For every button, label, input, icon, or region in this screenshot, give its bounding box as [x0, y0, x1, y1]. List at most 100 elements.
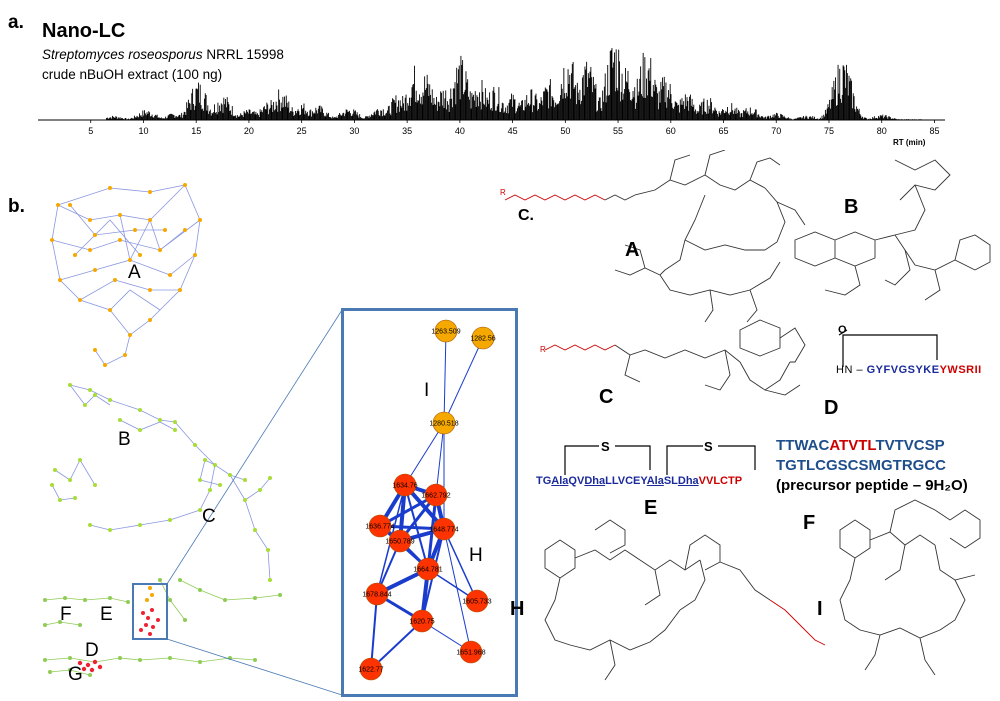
peptide-d-red: YWSRII — [939, 364, 982, 376]
network-node — [68, 383, 72, 387]
network-node — [73, 253, 77, 257]
tick-label: 10 — [138, 126, 148, 136]
zoom-node — [416, 557, 440, 581]
network-edge — [443, 330, 447, 424]
network-node — [253, 596, 257, 600]
tick-label: 25 — [297, 126, 307, 136]
x-axis-ticks: 5 10 15 20 25 30 35 40 45 50 55 60 65 70 75 80 85 — [88, 120, 939, 136]
network-node — [198, 508, 202, 512]
chromatogram-trace — [106, 48, 924, 120]
zoom-line-top — [166, 309, 343, 585]
network-node — [68, 478, 72, 482]
structures-panel: C. R A B R C D E F H I — [500, 150, 991, 681]
chromatogram-title: Nano-LC — [42, 20, 126, 42]
zoom-node-label: 1280.518 — [429, 421, 458, 428]
structure-label-d: D — [824, 397, 838, 419]
cluster-a-nodes — [50, 183, 202, 367]
network-node — [88, 523, 92, 527]
cluster-label-f: F — [60, 604, 72, 625]
peptide-e-segment: Dha — [677, 475, 699, 487]
tick-label: 40 — [455, 126, 465, 136]
tick-label: 70 — [771, 126, 781, 136]
zoom-node-label: 1622.77 — [358, 667, 383, 674]
small-clusters — [44, 579, 281, 676]
network-node — [183, 618, 187, 622]
zoom-node — [388, 529, 412, 553]
network-node — [108, 398, 112, 402]
network-node — [178, 288, 182, 292]
network-node — [148, 288, 152, 292]
network-node — [93, 393, 97, 397]
cluster-b-nodes — [50, 383, 272, 582]
zoom-node-label: 1263.509 — [431, 329, 460, 336]
zoom-label-i: I — [424, 380, 429, 401]
structure-a — [504, 150, 806, 323]
network-node — [243, 498, 247, 502]
network-edge — [443, 528, 472, 653]
tick-label: 60 — [666, 126, 676, 136]
tick-label: 45 — [508, 126, 518, 136]
highlighted-orange-nodes — [145, 586, 154, 602]
network-node — [128, 258, 132, 262]
zoom-node-label: 1634.76 — [392, 483, 417, 490]
network-node — [203, 458, 207, 462]
structure-label-h: H — [510, 598, 524, 620]
zoom-node-label: 1664.781 — [413, 567, 442, 574]
cluster-label-b: B — [118, 429, 131, 450]
network-node — [58, 278, 62, 282]
cluster-g-red — [77, 659, 103, 673]
tick-label: 85 — [929, 126, 939, 136]
cluster-label-d: D — [85, 640, 99, 661]
network-node — [56, 203, 60, 207]
network-node — [158, 248, 162, 252]
peptide-e-segment: LLVCEY — [605, 475, 647, 487]
network-node — [223, 598, 227, 602]
network-node — [278, 593, 282, 597]
cluster-label-g: G — [68, 664, 83, 685]
zoom-node-label: 1651.968 — [456, 650, 485, 657]
network-node — [43, 623, 47, 627]
peptide-f-line1: TTWACATVTLTVTVCSP — [776, 437, 945, 454]
network-node — [78, 458, 82, 462]
network-node — [138, 658, 142, 662]
network-node — [50, 483, 54, 487]
extract-line: crude nBuOH extract (100 ng) — [42, 67, 223, 82]
network-node — [173, 420, 177, 424]
network-node — [183, 228, 187, 232]
network-node — [198, 588, 202, 592]
network-node — [53, 468, 57, 472]
network-node — [213, 463, 217, 467]
network-node — [93, 483, 97, 487]
peptide-e-segment: TG — [536, 475, 552, 487]
network-node — [266, 548, 270, 552]
cluster-label-e: E — [100, 604, 113, 625]
network-node — [88, 248, 92, 252]
structure-label-c: C — [599, 386, 613, 408]
zoom-inset: 1263.509 1282.56 1280.518 1634.76 1662.792 16… — [341, 308, 518, 697]
zoom-node-label: 1648.774 — [429, 527, 458, 534]
structure-label-f: F — [803, 512, 815, 534]
structure-label-i: I — [817, 598, 823, 620]
network-node — [253, 528, 257, 532]
network-node — [183, 183, 187, 187]
structure-label-b: B — [844, 196, 858, 218]
tick-label: 15 — [191, 126, 201, 136]
peptide-d: O — [838, 325, 938, 367]
cluster-label-c: C — [202, 506, 216, 527]
network-node — [83, 598, 87, 602]
peptide-d-prefix: HN – — [836, 364, 864, 376]
network-node — [138, 428, 142, 432]
organism-name: Streptomyces roseosporus — [42, 47, 203, 62]
peptide-e-segment: A — [551, 475, 560, 487]
peptide-f-line3: (precursor peptide – 9H₂O) — [776, 477, 968, 494]
network-node — [168, 656, 172, 660]
network-node — [198, 660, 202, 664]
tick-label: 5 — [88, 126, 93, 136]
peptide-e-segment: SL — [663, 475, 678, 487]
network-node — [168, 518, 172, 522]
network-node — [43, 598, 47, 602]
peptide-e-bridges: S S — [564, 439, 756, 475]
highlight-box — [132, 583, 168, 640]
zoom-node — [471, 326, 495, 350]
network-node — [50, 238, 54, 242]
